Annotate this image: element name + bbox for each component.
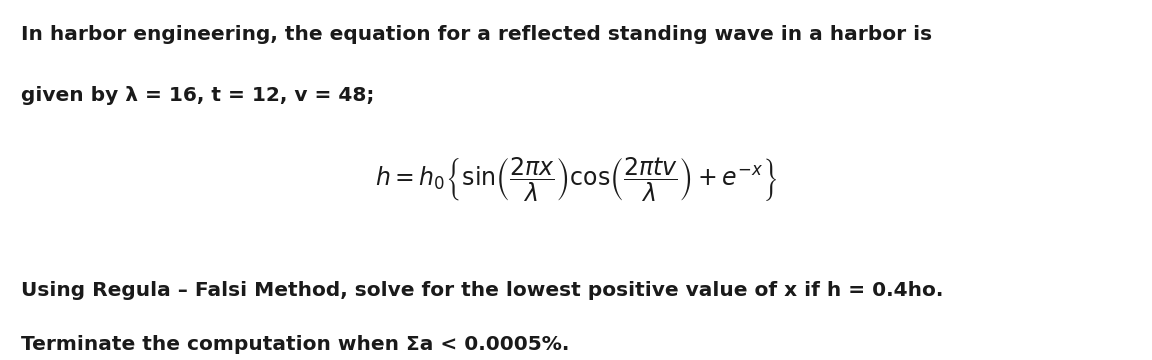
Text: Using Regula – Falsi Method, solve for the lowest positive value of x if h = 0.4: Using Regula – Falsi Method, solve for t… (21, 281, 943, 300)
Text: In harbor engineering, the equation for a reflected standing wave in a harbor is: In harbor engineering, the equation for … (21, 25, 932, 44)
Text: given by λ = 16, t = 12, v = 48;: given by λ = 16, t = 12, v = 48; (21, 86, 374, 105)
Text: Terminate the computation when Σa < 0.0005%.: Terminate the computation when Σa < 0.00… (21, 335, 569, 354)
Text: $h = h_0 \left\{ \sin\!\left(\dfrac{2\pi x}{\lambda}\right) \cos\!\left(\dfrac{2: $h = h_0 \left\{ \sin\!\left(\dfrac{2\pi… (374, 156, 778, 204)
